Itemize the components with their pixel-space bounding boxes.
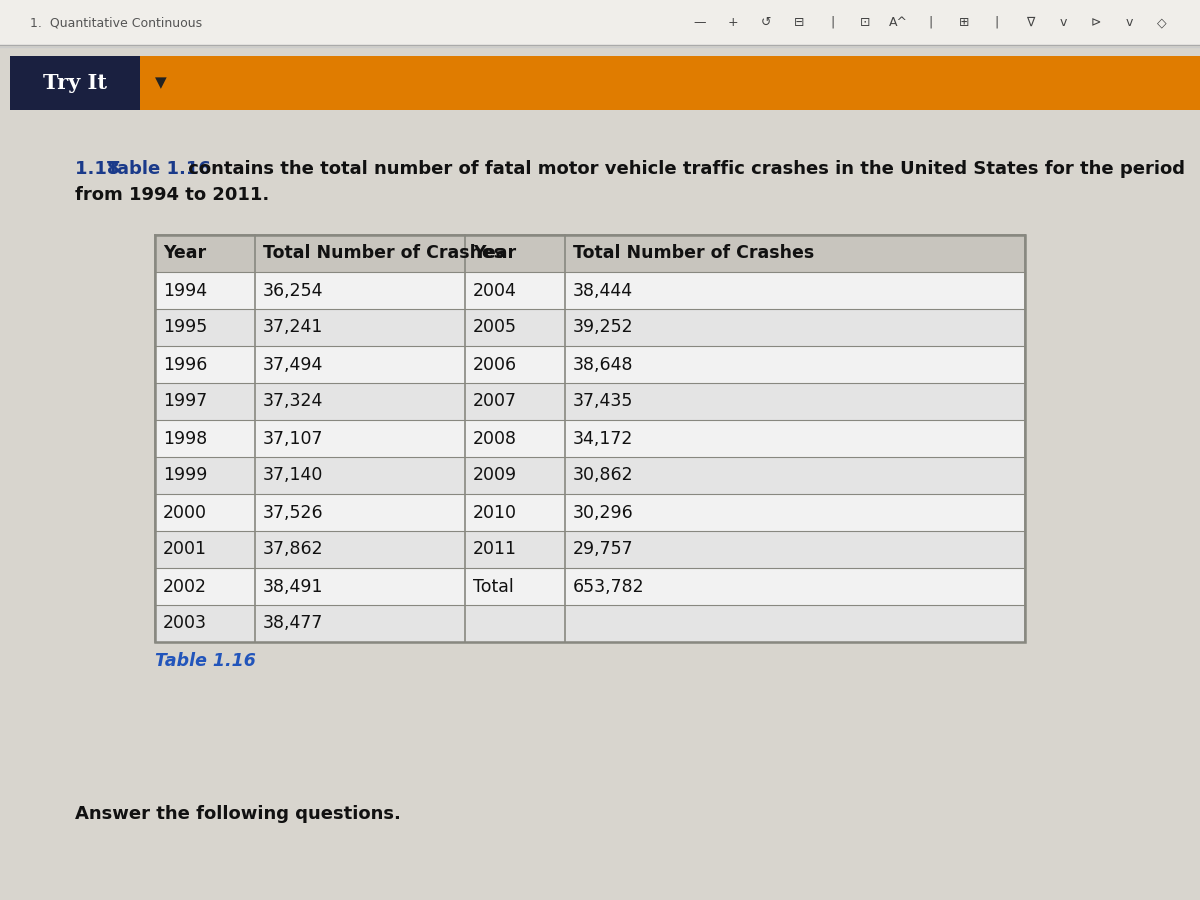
Text: 38,491: 38,491: [263, 578, 324, 596]
Text: |: |: [929, 16, 934, 29]
Text: 37,324: 37,324: [263, 392, 323, 410]
FancyBboxPatch shape: [155, 568, 1025, 605]
FancyBboxPatch shape: [155, 605, 1025, 642]
Text: 1998: 1998: [163, 429, 208, 447]
Text: Year: Year: [473, 245, 516, 263]
Text: from 1994 to 2011.: from 1994 to 2011.: [74, 186, 269, 204]
Text: 29,757: 29,757: [574, 541, 634, 559]
Text: 2008: 2008: [473, 429, 517, 447]
Text: 30,296: 30,296: [574, 503, 634, 521]
Text: ⊳: ⊳: [1091, 16, 1102, 29]
Text: 2011: 2011: [473, 541, 517, 559]
Text: 30,862: 30,862: [574, 466, 634, 484]
Text: 38,648: 38,648: [574, 356, 634, 373]
Text: Total Number of Crashes: Total Number of Crashes: [574, 245, 815, 263]
Text: 39,252: 39,252: [574, 319, 634, 337]
FancyBboxPatch shape: [0, 0, 1200, 45]
Text: ⊟: ⊟: [793, 16, 804, 29]
Text: 37,435: 37,435: [574, 392, 634, 410]
Text: ▼: ▼: [155, 76, 167, 91]
Text: 38,444: 38,444: [574, 282, 634, 300]
FancyBboxPatch shape: [140, 56, 1200, 110]
Text: contains the total number of fatal motor vehicle traffic crashes in the United S: contains the total number of fatal motor…: [182, 160, 1186, 178]
Text: ∇: ∇: [1026, 16, 1034, 29]
Text: 1999: 1999: [163, 466, 208, 484]
Text: ↺: ↺: [761, 16, 772, 29]
Text: ◇: ◇: [1157, 16, 1166, 29]
Text: 37,140: 37,140: [263, 466, 323, 484]
Text: |: |: [995, 16, 1000, 29]
Text: +: +: [727, 16, 738, 29]
Text: Table 1.16: Table 1.16: [155, 652, 256, 670]
FancyBboxPatch shape: [155, 457, 1025, 494]
FancyBboxPatch shape: [155, 420, 1025, 457]
Text: 2003: 2003: [163, 615, 208, 633]
Text: |: |: [830, 16, 834, 29]
Text: v: v: [1060, 16, 1067, 29]
FancyBboxPatch shape: [155, 235, 1025, 272]
Text: 37,107: 37,107: [263, 429, 324, 447]
Text: 2001: 2001: [163, 541, 208, 559]
Text: 2007: 2007: [473, 392, 517, 410]
Text: 1.18: 1.18: [74, 160, 126, 178]
Text: 2006: 2006: [473, 356, 517, 373]
Text: 1995: 1995: [163, 319, 208, 337]
FancyBboxPatch shape: [155, 383, 1025, 420]
Text: Total Number of Crashes: Total Number of Crashes: [263, 245, 504, 263]
Text: 2010: 2010: [473, 503, 517, 521]
Text: 38,477: 38,477: [263, 615, 323, 633]
Text: 653,782: 653,782: [574, 578, 644, 596]
Text: v: v: [1126, 16, 1133, 29]
Text: 36,254: 36,254: [263, 282, 324, 300]
FancyBboxPatch shape: [155, 309, 1025, 346]
Text: 37,526: 37,526: [263, 503, 324, 521]
FancyBboxPatch shape: [155, 346, 1025, 383]
FancyBboxPatch shape: [155, 531, 1025, 568]
Text: 37,241: 37,241: [263, 319, 323, 337]
Text: 2005: 2005: [473, 319, 517, 337]
Text: 1994: 1994: [163, 282, 208, 300]
Text: ⊞: ⊞: [959, 16, 970, 29]
Text: 2000: 2000: [163, 503, 208, 521]
Text: 2004: 2004: [473, 282, 517, 300]
FancyBboxPatch shape: [155, 494, 1025, 531]
Text: 34,172: 34,172: [574, 429, 634, 447]
FancyBboxPatch shape: [155, 272, 1025, 309]
Text: —: —: [694, 16, 707, 29]
Text: Year: Year: [163, 245, 206, 263]
Text: 37,494: 37,494: [263, 356, 323, 373]
Text: 1996: 1996: [163, 356, 208, 373]
Text: 2002: 2002: [163, 578, 208, 596]
Text: A^: A^: [888, 16, 907, 29]
Text: 1.  Quantitative Continuous: 1. Quantitative Continuous: [30, 16, 202, 29]
Text: Answer the following questions.: Answer the following questions.: [74, 805, 401, 823]
Text: 37,862: 37,862: [263, 541, 324, 559]
Text: Try It: Try It: [43, 73, 107, 93]
Text: Table 1.16: Table 1.16: [107, 160, 211, 178]
Text: 2009: 2009: [473, 466, 517, 484]
Text: 1997: 1997: [163, 392, 208, 410]
Text: ⊡: ⊡: [859, 16, 870, 29]
Text: Total: Total: [473, 578, 514, 596]
FancyBboxPatch shape: [10, 56, 140, 110]
